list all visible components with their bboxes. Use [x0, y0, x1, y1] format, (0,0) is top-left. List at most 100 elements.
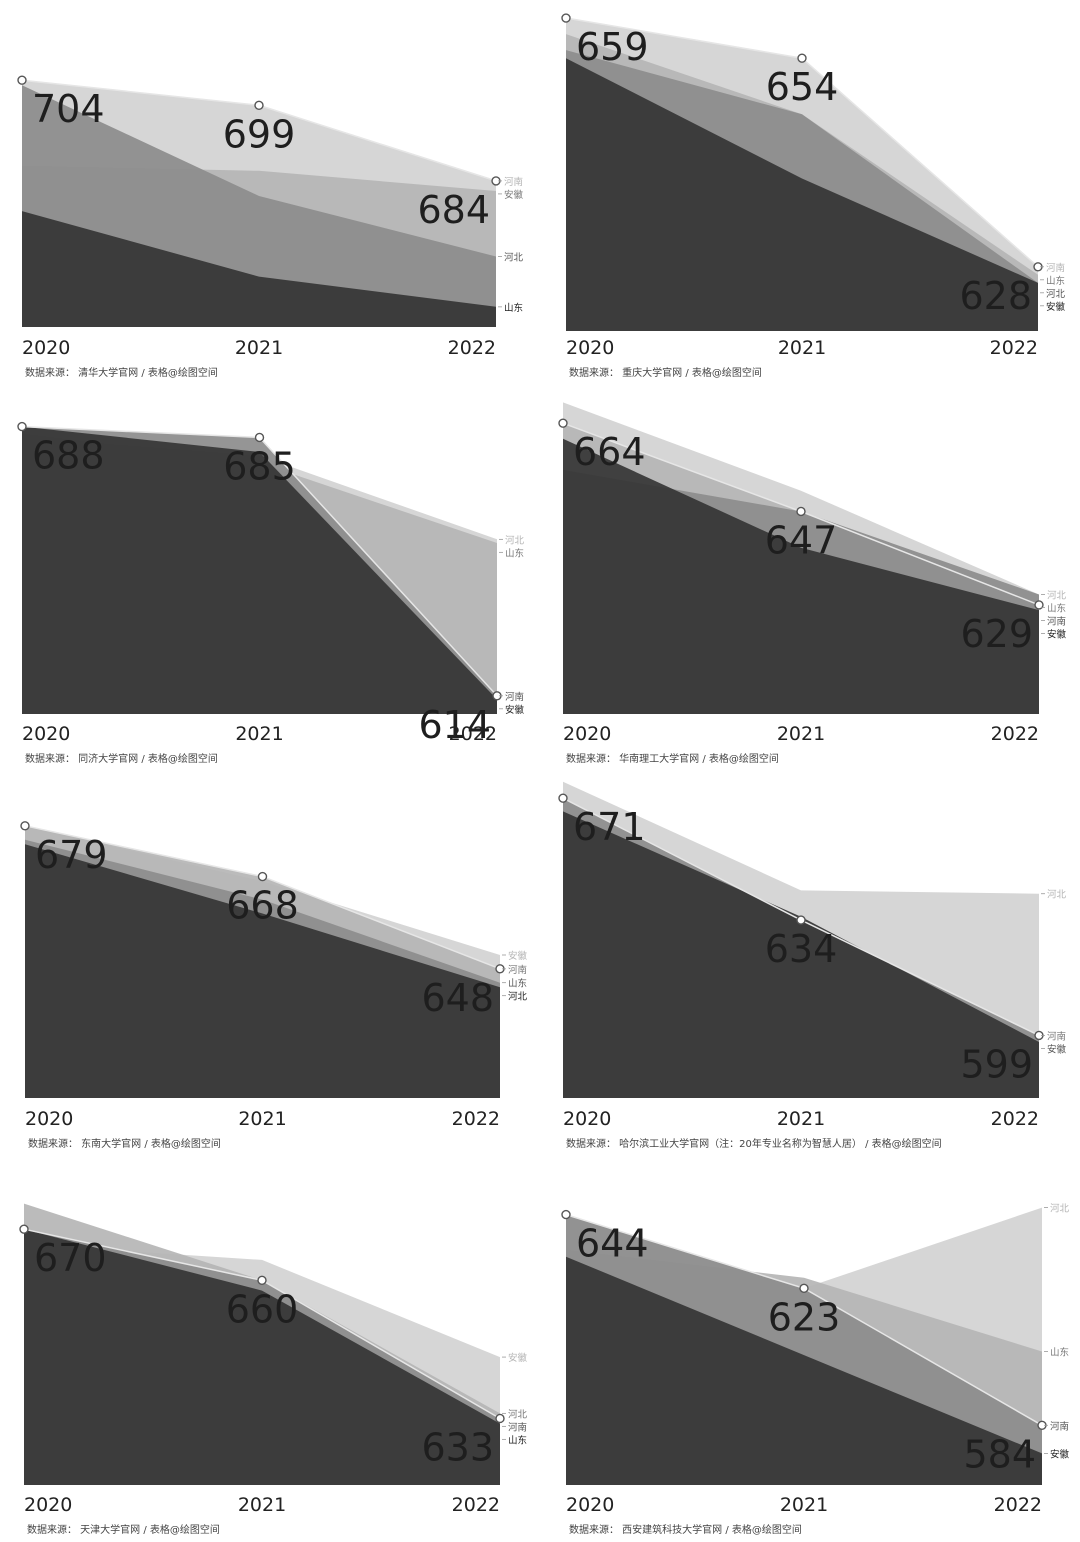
data-label: 599	[960, 1042, 1033, 1086]
series-label: 安徽	[1047, 1043, 1067, 1055]
data-label: 679	[35, 833, 108, 877]
x-tick-label: 2020	[22, 337, 70, 359]
source-note: 数据来源： 东南大学官网 / 表格@绘图空间	[28, 1137, 221, 1150]
data-label: 699	[223, 112, 296, 156]
x-tick-label: 2022	[990, 337, 1038, 359]
series-label: 安徽	[504, 189, 524, 201]
highlight-marker	[796, 915, 806, 925]
series-label: 山东	[508, 1434, 527, 1446]
highlight-marker	[254, 100, 264, 111]
data-label: 644	[576, 1222, 649, 1266]
data-label: 685	[223, 444, 296, 488]
series-label: 河北	[504, 251, 524, 263]
series-label: 安徽	[1046, 301, 1066, 313]
highlight-marker	[17, 75, 27, 85]
series-label: 河南	[504, 176, 523, 188]
x-tick-label: 2021	[238, 1108, 286, 1130]
series-label: 安徽	[1047, 629, 1067, 641]
data-label: 634	[765, 927, 838, 971]
data-label: 654	[766, 65, 839, 109]
area-series	[22, 211, 496, 327]
data-label: 623	[768, 1295, 841, 1339]
series-label: 山东	[1047, 603, 1066, 615]
x-tick-label: 2022	[991, 723, 1039, 745]
highlight-marker	[561, 1209, 571, 1220]
area-series	[566, 58, 1038, 331]
data-label: 648	[421, 976, 494, 1020]
series-label: 安徽	[1050, 1448, 1070, 1460]
x-tick-label: 2022	[991, 1108, 1039, 1130]
x-tick-label: 2020	[25, 1108, 73, 1130]
data-label: 614	[418, 703, 491, 747]
area-series	[22, 426, 497, 714]
x-tick-label: 2021	[238, 1494, 286, 1516]
x-tick-label: 2020	[24, 1494, 72, 1516]
series-label: 山东	[505, 547, 524, 559]
highlight-marker	[797, 53, 807, 63]
data-label: 628	[959, 274, 1032, 318]
x-tick-label: 2020	[22, 723, 70, 745]
series-label: 山东	[508, 978, 527, 990]
data-label: 671	[573, 805, 646, 849]
data-label: 670	[34, 1236, 107, 1280]
highlight-marker	[561, 13, 571, 23]
series-label: 河北	[508, 991, 528, 1003]
highlight-marker	[19, 1224, 29, 1234]
x-tick-label: 2022	[994, 1494, 1042, 1516]
series-label: 河南	[508, 1421, 527, 1433]
area-series	[563, 438, 1039, 714]
x-tick-label: 2021	[235, 723, 283, 745]
series-label: 安徽	[508, 950, 528, 962]
x-tick-label: 2020	[563, 723, 611, 745]
highlight-marker	[257, 1275, 267, 1286]
x-tick-label: 2022	[449, 723, 497, 745]
highlight-marker	[799, 1283, 809, 1294]
x-tick-label: 2021	[780, 1494, 828, 1516]
source-note: 数据来源： 清华大学官网 / 表格@绘图空间	[25, 366, 218, 379]
series-label: 安徽	[505, 704, 525, 716]
data-label: 584	[963, 1432, 1036, 1476]
data-label: 647	[765, 518, 838, 562]
x-tick-label: 2022	[452, 1494, 500, 1516]
area-series	[24, 1229, 500, 1485]
series-label: 山东	[1050, 1347, 1069, 1359]
series-label: 河北	[505, 534, 525, 546]
source-note: 数据来源： 天津大学官网 / 表格@绘图空间	[27, 1523, 220, 1536]
series-label: 山东	[504, 302, 523, 314]
x-tick-label: 2020	[566, 337, 614, 359]
series-label: 河南	[1047, 616, 1066, 628]
highlight-marker	[495, 1413, 505, 1424]
area-series	[25, 844, 500, 1098]
series-label: 河北	[1046, 288, 1066, 300]
series-label: 河北	[1047, 889, 1067, 901]
data-label: 684	[417, 188, 490, 232]
area-series	[566, 1256, 1042, 1485]
x-tick-label: 2021	[777, 723, 825, 745]
series-label: 河南	[1046, 262, 1065, 274]
highlight-marker	[17, 421, 27, 432]
source-note: 数据来源： 重庆大学官网 / 表格@绘图空间	[569, 366, 762, 379]
x-tick-label: 2021	[778, 337, 826, 359]
x-tick-label: 2021	[235, 337, 283, 359]
source-note: 数据来源： 西安建筑科技大学官网 / 表格@绘图空间	[569, 1523, 802, 1536]
series-label: 河北	[508, 1408, 528, 1420]
data-label: 668	[226, 884, 299, 928]
data-label: 688	[32, 434, 105, 478]
highlight-marker	[257, 871, 268, 882]
highlight-marker	[558, 793, 568, 803]
data-label: 660	[226, 1287, 299, 1331]
series-label: 河北	[1050, 1203, 1070, 1215]
highlight-marker	[254, 432, 265, 443]
series-label: 河南	[508, 964, 527, 976]
x-tick-label: 2020	[566, 1494, 614, 1516]
data-label: 629	[960, 612, 1033, 656]
data-label: 633	[421, 1425, 494, 1469]
data-label: 704	[32, 87, 105, 131]
source-note: 数据来源： 同济大学官网 / 表格@绘图空间	[25, 752, 218, 765]
